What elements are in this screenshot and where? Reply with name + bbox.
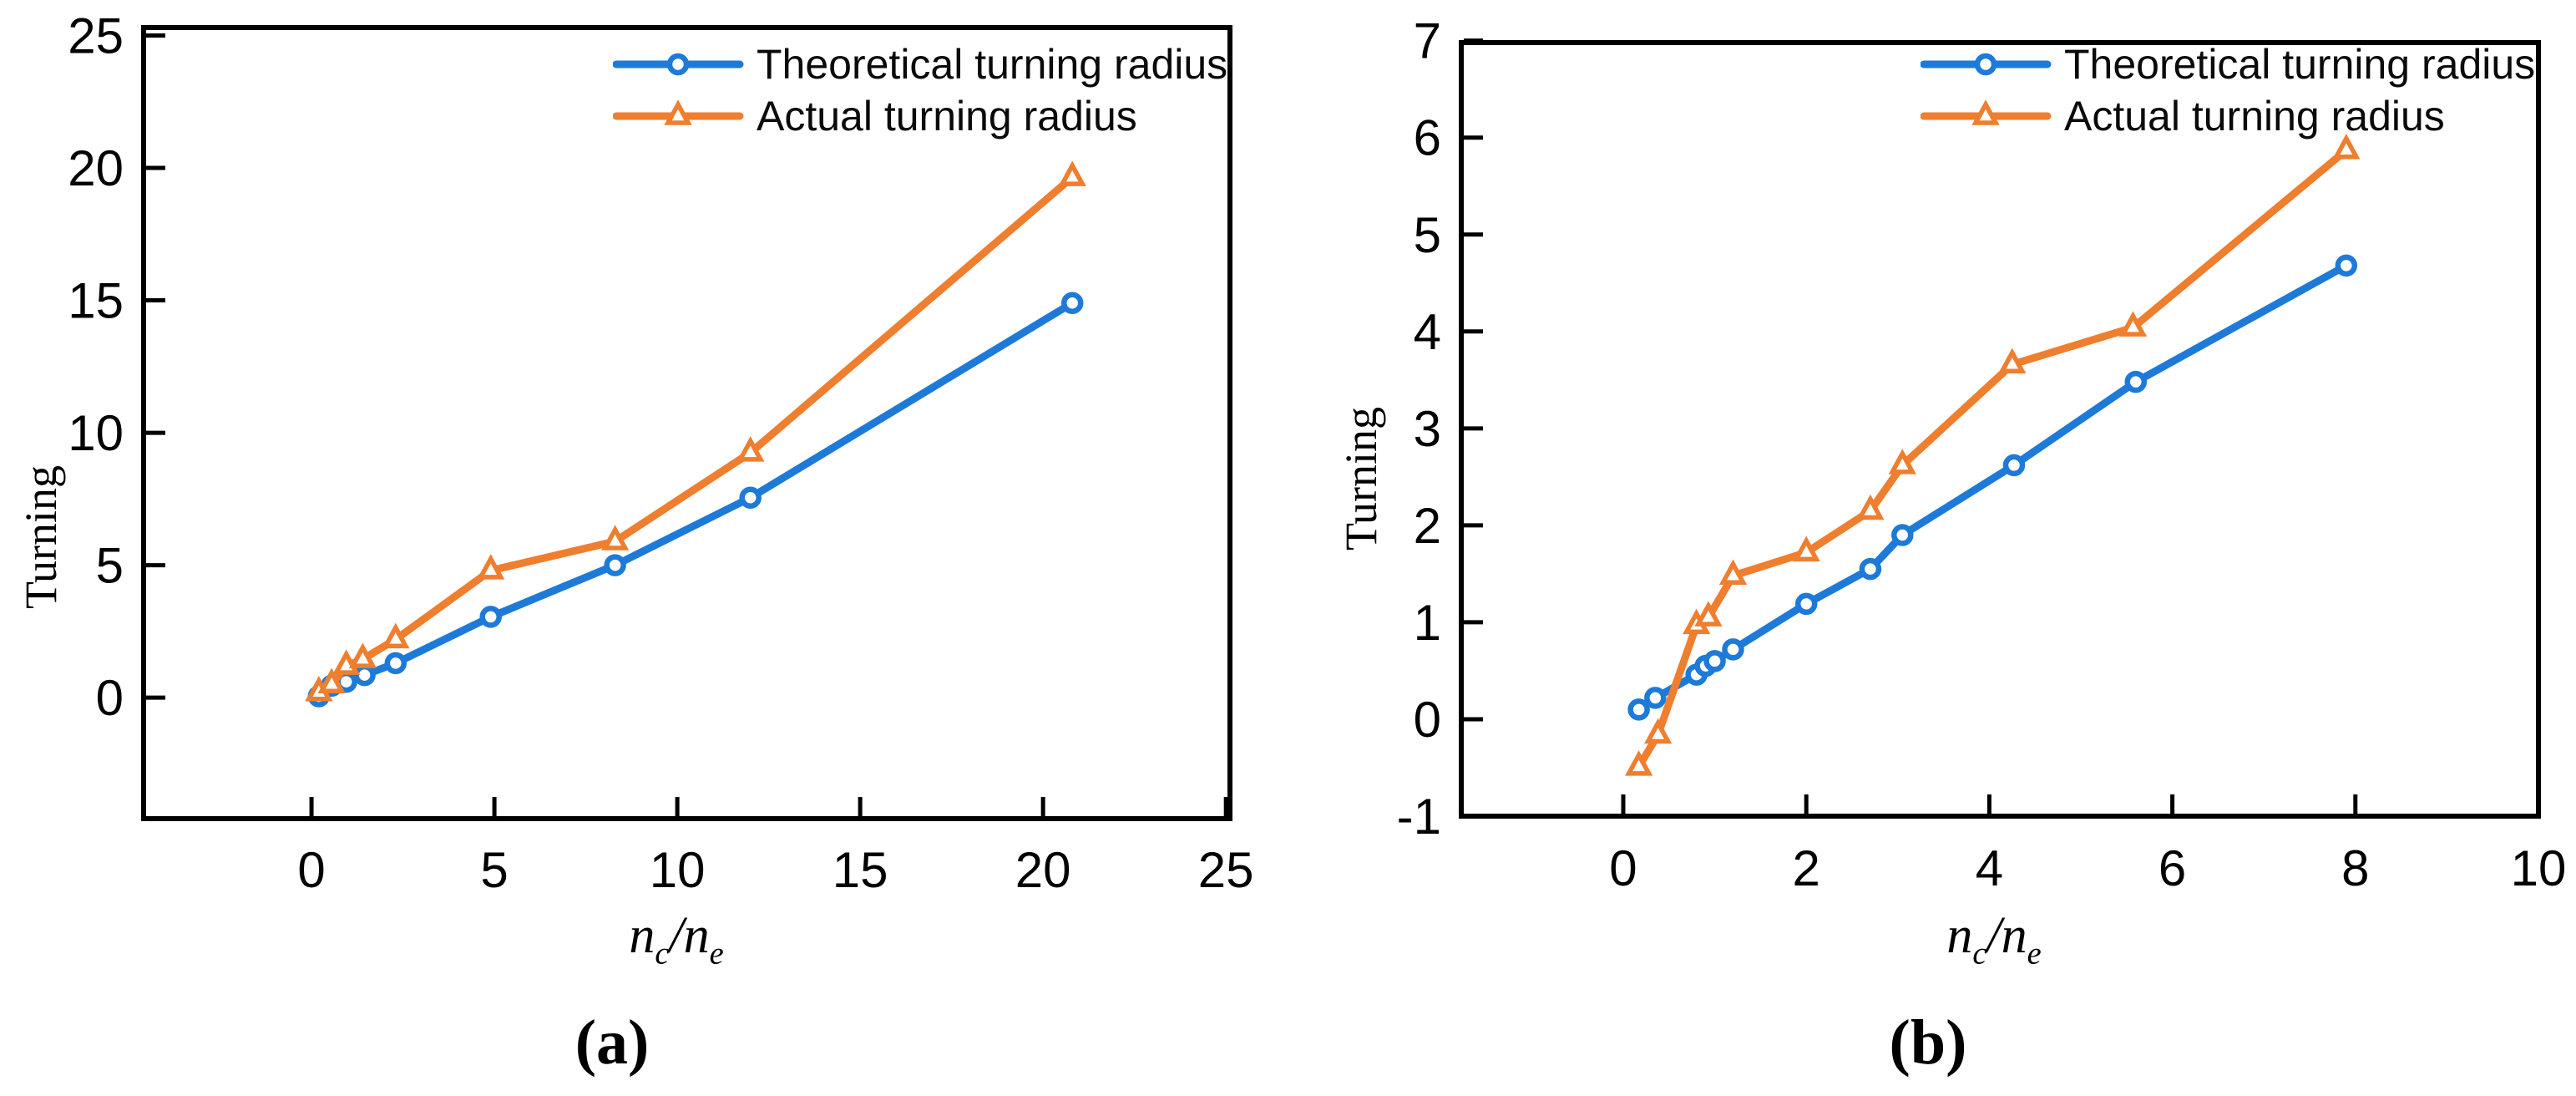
chart-a-series-marker-triangle xyxy=(601,525,630,551)
chart-b-series-marker-triangle xyxy=(1856,494,1885,520)
chart-b-x-tick-label: 2 xyxy=(1793,840,1820,896)
chart-b-x-tick-label: 6 xyxy=(2158,840,2186,896)
chart-a-series-marker-triangle xyxy=(1058,160,1086,186)
xlabel-var: n xyxy=(683,907,710,964)
chart-a-y-tick-label: 0 xyxy=(96,670,124,726)
legend-sample-marker xyxy=(666,53,690,76)
chart-b-series-marker-circle xyxy=(2124,370,2148,393)
chart-a-series-marker-triangle xyxy=(348,642,377,668)
legend-label: Theoretical turning radius xyxy=(757,41,1228,88)
chart-a-y-axis-label: Turning xyxy=(16,464,66,610)
xlabel-subscript: c xyxy=(655,936,670,972)
chart-a-x-tick-label: 25 xyxy=(1198,842,1254,898)
chart-b-series-marker-circle xyxy=(1703,650,1726,672)
chart-a-x-tick-label: 0 xyxy=(297,842,325,898)
chart-b-legend-item-actual: Actual turning radius xyxy=(1921,90,2535,142)
chart-b-x-axis-label: nc/ne xyxy=(1819,902,2169,987)
chart-b-y-tick-label: 0 xyxy=(1414,692,1441,748)
legend-label: Actual turning radius xyxy=(2064,93,2445,140)
chart-b-y-tick-label: 6 xyxy=(1414,110,1441,166)
legend-sample-line-triangle-icon xyxy=(1921,99,2052,125)
chart-b-y-tick-label: 2 xyxy=(1414,498,1441,554)
chart-b-x-tick-label: 4 xyxy=(1976,840,2003,896)
chart-a-x-tick-label: 5 xyxy=(480,842,508,898)
chart-b-legend: Theoretical turning radius Actual turnin… xyxy=(1921,38,2535,142)
chart-b-series-marker-triangle xyxy=(1694,601,1723,627)
chart-a-series-marker-circle xyxy=(353,663,376,687)
chart-b-series-marker-triangle xyxy=(1888,449,1916,474)
chart-b-series-marker-circle xyxy=(1627,698,1650,721)
chart-b-series-marker-triangle xyxy=(1624,750,1653,776)
chart-a-series-marker-triangle xyxy=(477,554,505,580)
chart-b-x-tick-label: 0 xyxy=(1609,840,1637,896)
chart-b-series-marker-triangle xyxy=(2332,134,2361,160)
chart-b-axis-box xyxy=(1459,40,2541,819)
chart-a-x-tick-label: 10 xyxy=(650,842,706,898)
chart-b-y-tick-label: 5 xyxy=(1414,207,1441,263)
chart-b-y-tick-label: 3 xyxy=(1414,401,1441,457)
chart-a-series-marker-circle xyxy=(1060,292,1084,314)
chart-b-series-marker-triangle xyxy=(2118,311,2148,337)
chart-a-y-tick-label: 5 xyxy=(96,538,124,594)
chart-a-y-tick-label: 10 xyxy=(68,405,124,461)
chart-a-series-marker-circle xyxy=(479,606,502,628)
chart-a-series-marker-circle xyxy=(604,554,626,576)
xlabel-divider: / xyxy=(1986,907,2002,964)
xlabel-subscript: c xyxy=(1972,936,1987,972)
chart-b-y-tick-label: -1 xyxy=(1397,789,1441,845)
chart-b-series-marker-triangle xyxy=(1792,535,1820,562)
chart-b-x-tick-label: 10 xyxy=(2511,840,2567,896)
chart-a-legend-item-theoretical: Theoretical turning radius xyxy=(613,38,1227,90)
legend-sample-marker xyxy=(1971,99,2000,125)
legend-sample-line-circle-icon xyxy=(1921,53,2052,76)
legend-label: Theoretical turning radius xyxy=(2064,41,2536,88)
chart-b-series-marker-circle xyxy=(1891,524,1914,546)
chart-a-y-tick-label: 15 xyxy=(68,273,124,329)
xlabel-subscript: e xyxy=(2027,936,2042,972)
chart-a-caption: (a) xyxy=(574,1007,650,1078)
chart-b-y-axis-label: Turning xyxy=(1336,406,1386,551)
chart-b-y-tick-label: 1 xyxy=(1414,595,1441,651)
chart-a-legend: Theoretical turning radius Actual turnin… xyxy=(613,38,1227,142)
chart-a-x-tick-label: 15 xyxy=(833,842,888,898)
legend-sample-marker xyxy=(1974,53,1997,76)
chart-a-series-marker-triangle xyxy=(317,667,346,694)
legend-sample-line-triangle-icon xyxy=(613,99,744,125)
chart-b-plot-area: 0 2 4 6 8 10 -1 0 1 2 3 4 5 6 7 xyxy=(1397,13,2567,896)
legend-sample-marker xyxy=(664,99,692,125)
xlabel-subscript: e xyxy=(709,936,724,972)
chart-b-series-marker-triangle xyxy=(1718,559,1748,585)
chart-a-series-marker-circle xyxy=(384,652,407,675)
chart-b-y-tick-label: 4 xyxy=(1414,304,1441,360)
chart-a-x-tick-label: 20 xyxy=(1015,842,1071,898)
chart-a-y-tick-label: 25 xyxy=(68,8,124,64)
chart-b-series-marker-circle xyxy=(1644,687,1667,709)
xlabel-var: n xyxy=(629,907,655,964)
xlabel-var: n xyxy=(2001,907,2027,964)
chart-b-series-marker-circle xyxy=(2002,454,2026,477)
chart-a-series-marker-triangle xyxy=(736,436,765,462)
chart-a-legend-item-actual: Actual turning radius xyxy=(613,90,1227,142)
chart-b-series-marker-circle xyxy=(1722,638,1744,661)
chart-b-caption: (b) xyxy=(1889,1007,1967,1078)
chart-a-series-marker-circle xyxy=(739,486,762,509)
chart-b-y-tick-label: 7 xyxy=(1414,13,1441,69)
chart-a-plot-area: 0 5 10 15 20 25 0 5 10 15 20 25 xyxy=(68,8,1253,898)
chart-a-series-marker-triangle xyxy=(382,622,410,649)
chart-b-series-marker-triangle xyxy=(1644,718,1673,744)
chart-b-x-tick-label: 8 xyxy=(2341,840,2369,896)
chart-b-legend-item-theoretical: Theoretical turning radius xyxy=(1921,38,2535,90)
chart-b-series-marker-triangle xyxy=(1998,348,2027,374)
legend-sample-line-circle-icon xyxy=(613,53,744,76)
xlabel-divider: / xyxy=(669,907,684,964)
chart-a-y-tick-label: 20 xyxy=(68,140,124,196)
chart-a-x-axis-label: nc/ne xyxy=(501,902,852,987)
chart-b-series-marker-circle xyxy=(1794,592,1818,616)
chart-b-series-marker-circle xyxy=(1859,557,1882,581)
legend-label: Actual turning radius xyxy=(757,93,1137,140)
chart-b-series-marker-circle xyxy=(2335,254,2358,277)
xlabel-var: n xyxy=(1946,907,1973,964)
